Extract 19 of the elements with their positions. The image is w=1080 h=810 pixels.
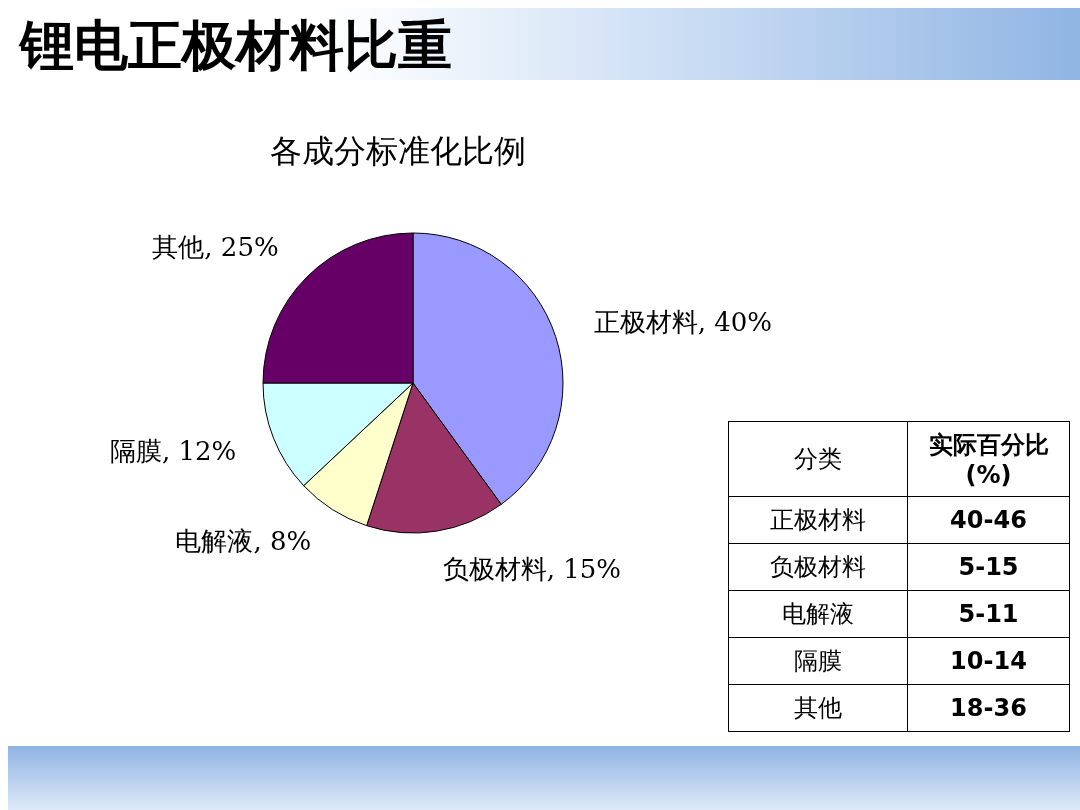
slice-label: 其他, 25% [152,231,279,262]
category-label: 其他 [728,684,908,732]
slice-label: 正极材料, 40% [593,307,773,338]
slice-label: 负极材料, 15% [442,553,622,584]
chart-title: 锂电正极材料比重 [20,13,452,79]
text: 10-14 [950,647,1027,675]
slice-label: 隔膜, 12% [110,435,237,466]
category-label: 负极材料 [728,543,908,591]
text: 5-11 [958,600,1019,628]
chart-subtitle: 各成分标准化比例 [269,131,527,172]
text: 实际百分比(%) [907,421,1070,497]
text: 18-36 [950,694,1027,722]
text: 分类 [728,421,908,497]
text: 5-15 [958,553,1019,581]
text: 40-46 [950,506,1027,534]
slice-label: 电解液, 8% [175,526,312,557]
category-label: 正极材料 [728,496,908,544]
category-label: 隔膜 [728,637,908,685]
category-label: 电解液 [728,590,908,638]
